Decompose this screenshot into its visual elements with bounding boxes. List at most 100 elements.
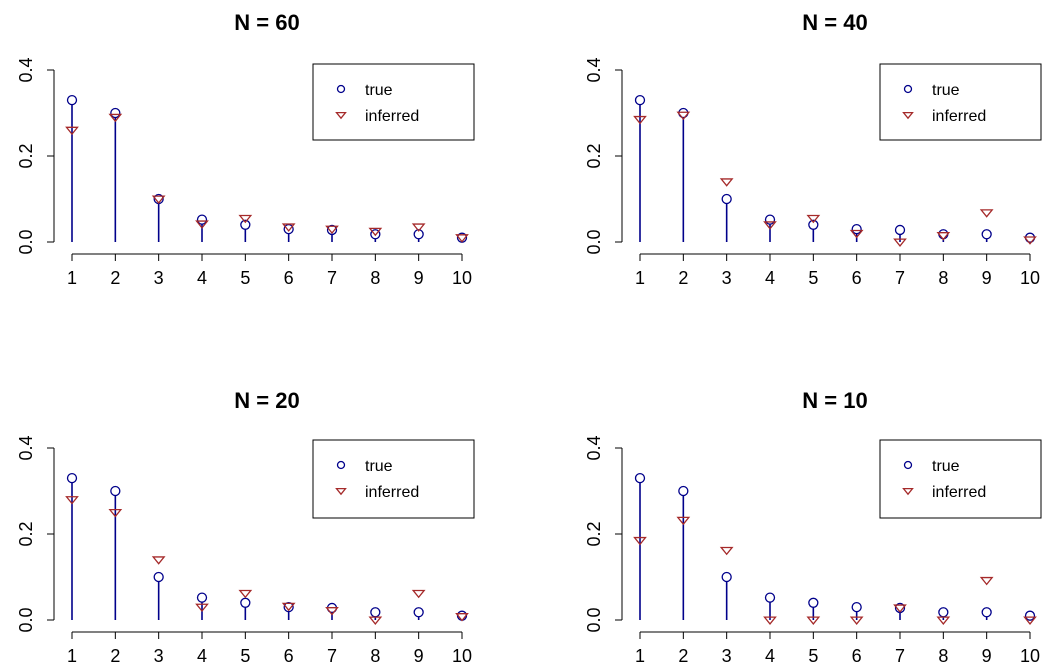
true-point <box>1024 610 1036 621</box>
chart-panel-2: N = 40 0.0 0.2 0.4 1 2 3 4 5 6 7 8 9 10 true inferred <box>584 10 1042 288</box>
x-tick-label: 7 <box>895 646 905 666</box>
inferred-point <box>65 126 79 136</box>
true-point <box>808 219 819 230</box>
true-point <box>764 592 776 603</box>
y-tick-label: 0.2 <box>584 521 604 546</box>
inferred-point <box>455 613 469 622</box>
true-point <box>370 607 381 618</box>
inferred-point <box>151 556 166 565</box>
true-point <box>634 472 646 484</box>
inferred-point <box>806 616 821 625</box>
inferred-point <box>719 178 734 187</box>
inferred-point <box>281 602 296 612</box>
x-tick-label: 3 <box>154 646 164 666</box>
x-tick-label: 5 <box>808 646 818 666</box>
inferred-point <box>151 195 166 204</box>
inferred-point <box>325 225 339 235</box>
inferred-point <box>455 234 469 243</box>
x-tick-label: 2 <box>110 646 120 666</box>
x-tick-label: 5 <box>240 268 250 288</box>
x-tick-label: 9 <box>982 268 992 288</box>
x-tick-label: 6 <box>852 646 862 666</box>
true-point <box>66 94 78 106</box>
legend-inferred-icon <box>335 487 347 496</box>
true-point <box>283 601 294 613</box>
legend-inferred-icon <box>902 111 914 120</box>
x-tick-label: 9 <box>982 646 992 666</box>
inferred-point <box>633 536 647 546</box>
true-point <box>764 214 776 225</box>
true-point <box>240 597 251 608</box>
y-tick-label: 0.0 <box>584 229 604 254</box>
legend-true-icon <box>336 84 346 94</box>
x-tick-label: 9 <box>414 646 424 666</box>
x-tick-label: 8 <box>370 268 380 288</box>
x-tick-label: 3 <box>154 268 164 288</box>
inferred-point <box>763 221 777 230</box>
inferred-point <box>238 214 253 224</box>
x-tick-label: 4 <box>765 646 775 666</box>
x-tick-label: 10 <box>1020 268 1040 288</box>
x-tick-label: 4 <box>765 268 775 288</box>
x-tick-label: 8 <box>938 268 948 288</box>
true-point <box>110 485 121 497</box>
x-tick-label: 1 <box>67 268 77 288</box>
x-tick-label: 6 <box>284 268 294 288</box>
chart-panel-1: N = 60 0.0 0.2 0.4 1 2 3 4 5 6 7 8 9 10 true inferred <box>16 10 475 288</box>
true-point <box>326 224 338 236</box>
inferred-point <box>1023 616 1037 625</box>
chart-title: N = 40 <box>802 10 867 35</box>
true-point <box>938 607 949 618</box>
y-tick-label: 0.4 <box>16 435 36 460</box>
x-tick-label: 9 <box>414 268 424 288</box>
legend-label: true <box>932 82 960 99</box>
legend-label: inferred <box>365 108 419 125</box>
legend-label: true <box>932 458 960 475</box>
legend-label: true <box>365 82 393 99</box>
chart-title: N = 20 <box>234 388 299 413</box>
legend-label: inferred <box>365 484 419 501</box>
x-tick-label: 5 <box>808 268 818 288</box>
chart-panel-3: N = 20 0.0 0.2 0.4 1 2 3 4 5 6 7 8 9 10 true inferred <box>16 388 475 666</box>
x-tick-label: 10 <box>452 268 472 288</box>
true-point <box>808 597 819 608</box>
true-point <box>938 229 949 240</box>
legend-label: inferred <box>932 484 986 501</box>
legend-box <box>312 439 475 519</box>
true-point <box>721 193 732 205</box>
legend-inferred-icon <box>335 111 347 120</box>
inferred-point <box>65 496 79 505</box>
x-tick-label: 3 <box>722 646 732 666</box>
true-point <box>981 607 992 618</box>
true-point <box>413 229 424 240</box>
true-point <box>370 229 381 240</box>
inferred-point <box>676 516 691 526</box>
inferred-point <box>763 616 777 625</box>
inferred-point <box>979 576 994 586</box>
inferred-point <box>936 616 951 625</box>
legend-true-icon <box>903 460 913 470</box>
chart-title: N = 60 <box>234 10 299 35</box>
inferred-point <box>411 589 426 599</box>
inferred-point <box>281 223 296 232</box>
legend-true-icon <box>903 84 913 94</box>
inferred-point <box>108 508 123 518</box>
y-tick-label: 0.4 <box>584 435 604 460</box>
x-tick-label: 7 <box>327 646 337 666</box>
inferred-point <box>195 220 209 229</box>
y-tick-label: 0.2 <box>584 143 604 168</box>
x-tick-label: 4 <box>197 268 207 288</box>
y-tick-label: 0.4 <box>16 57 36 82</box>
inferred-point <box>633 115 647 125</box>
y-tick-label: 0.0 <box>584 607 604 632</box>
chart-panel-4: N = 10 0.0 0.2 0.4 1 2 3 4 5 6 7 8 9 10 true inferred <box>584 388 1042 666</box>
inferred-point <box>411 223 426 232</box>
x-tick-label: 7 <box>327 268 337 288</box>
true-point <box>894 224 906 236</box>
y-tick-label: 0.2 <box>16 143 36 168</box>
inferred-point <box>238 589 253 599</box>
true-point <box>153 571 164 583</box>
legend-inferred-icon <box>902 487 914 496</box>
inferred-point <box>108 113 123 123</box>
